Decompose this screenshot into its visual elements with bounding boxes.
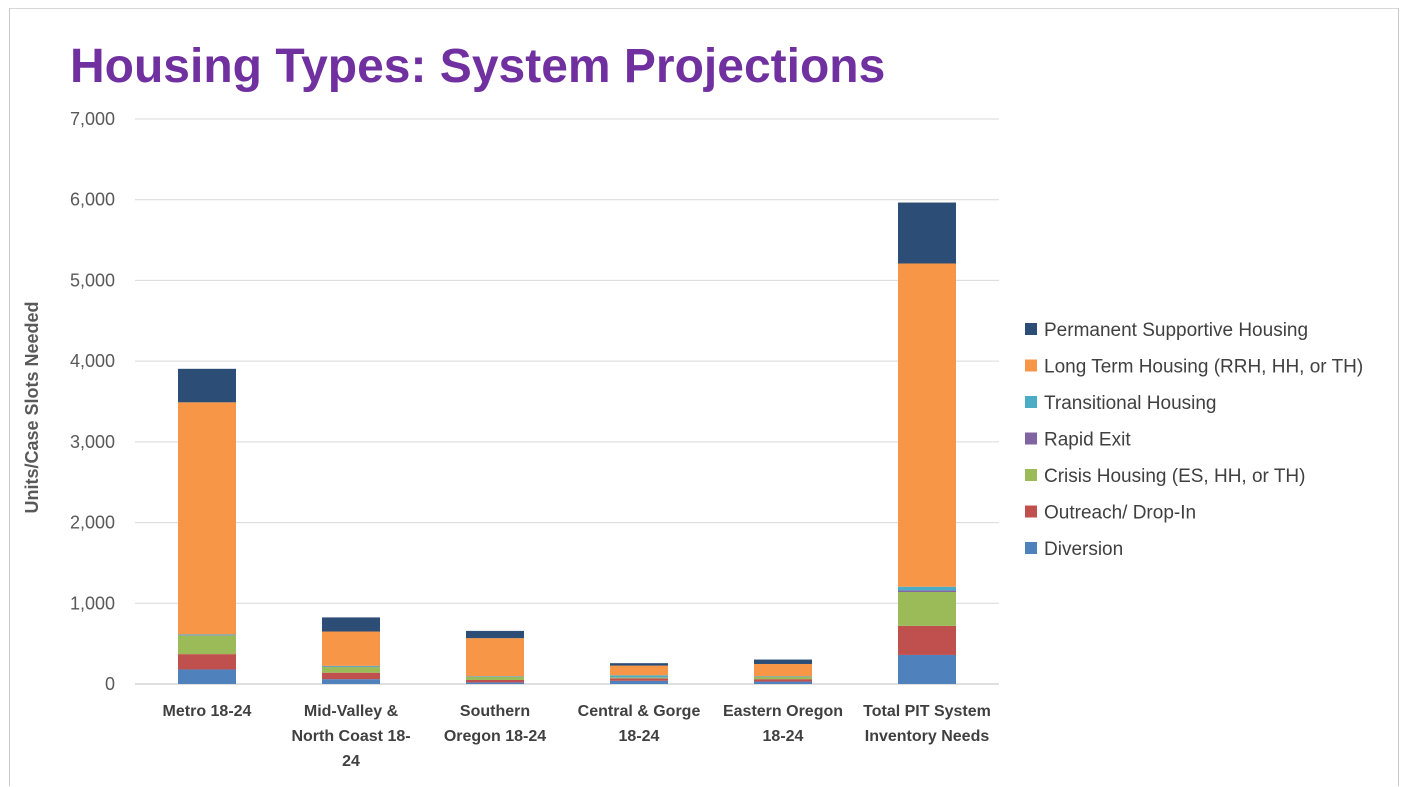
- bar-segment: [898, 591, 956, 626]
- legend-label: Diversion: [1044, 539, 1123, 560]
- bar-segment: [610, 663, 668, 666]
- x-tick-label: Southern: [460, 703, 530, 720]
- legend-swatch: [1025, 323, 1037, 335]
- x-tick-label: 18-24: [763, 728, 804, 745]
- bar-segment: [610, 677, 668, 679]
- bar-segment: [610, 665, 668, 676]
- bar-segment: [898, 590, 956, 592]
- bar-segment: [610, 680, 668, 684]
- legend-label: Crisis Housing (ES, HH, or TH): [1044, 466, 1305, 487]
- bar-segment: [754, 676, 812, 680]
- x-tick-label: Metro 18-24: [163, 703, 252, 720]
- x-tick-label: Central & Gorge: [578, 703, 701, 720]
- page-title: Housing Types: System Projections: [70, 40, 886, 93]
- bar-segment: [466, 638, 524, 677]
- bar-segment: [322, 679, 380, 684]
- bar-segment: [178, 635, 236, 655]
- bar-segment: [466, 682, 524, 684]
- bar-segment: [898, 263, 956, 587]
- bar-segment: [754, 679, 812, 682]
- bar-segment: [322, 672, 380, 680]
- legend-label: Transitional Housing: [1044, 393, 1217, 414]
- bar-segment: [898, 202, 956, 264]
- legend-label: Rapid Exit: [1044, 430, 1131, 451]
- legend: Permanent Supportive Housing Long Term Ho…: [1025, 320, 1363, 560]
- y-tick-label: 6,000: [70, 190, 115, 210]
- bar-segment: [322, 665, 380, 667]
- bar-segment: [322, 667, 380, 673]
- x-tick-label: 18-24: [619, 728, 660, 745]
- x-tick-label: Total PIT System: [863, 703, 991, 720]
- legend-swatch: [1025, 469, 1037, 481]
- slide: Housing Types: System Projections 0 1,000…: [9, 8, 1399, 786]
- y-tick-label: 5,000: [70, 270, 115, 290]
- y-tick-label: 3,000: [70, 432, 115, 452]
- x-tick-label: Eastern Oregon: [723, 703, 843, 720]
- bar-segment: [610, 675, 668, 678]
- y-axis-label: Units/Case Slots Needed: [22, 301, 42, 513]
- x-tick-label: Inventory Needs: [865, 728, 990, 745]
- legend-label: Long Term Housing (RRH, HH, or TH): [1044, 357, 1363, 378]
- bar-segment: [754, 663, 812, 677]
- bar-segment: [178, 654, 236, 670]
- stacked-bar-chart: 0 1,000 2,000 3,000 4,000 5,000 6,000 7,000 Unit…: [22, 109, 1363, 770]
- y-tick-label: 1,000: [70, 593, 115, 613]
- legend-swatch: [1025, 505, 1037, 518]
- bar-segment: [178, 669, 236, 684]
- x-tick-label: Oregon 18-24: [444, 728, 546, 745]
- bar-segment: [466, 676, 524, 680]
- bar-segment: [898, 625, 956, 655]
- bar-segment: [898, 586, 956, 591]
- bar-segment: [466, 679, 524, 683]
- x-tick-label: 24: [342, 753, 360, 770]
- legend-label: Permanent Supportive Housing: [1044, 320, 1308, 341]
- bar-segment: [178, 634, 236, 636]
- legend-swatch: [1025, 542, 1037, 554]
- y-tick-label: 2,000: [70, 513, 115, 533]
- legend-swatch: [1025, 432, 1037, 445]
- x-tick-label: North Coast 18-: [291, 728, 410, 745]
- y-tick-label: 4,000: [70, 351, 115, 371]
- bar-segment: [322, 617, 380, 632]
- gridlines: [135, 118, 999, 685]
- x-tick-label: Mid-Valley &: [304, 703, 399, 720]
- bar-segment: [898, 654, 956, 684]
- legend-swatch: [1025, 359, 1037, 372]
- bar-segment: [754, 659, 812, 664]
- axes: 0 1,000 2,000 3,000 4,000 5,000 6,000 7,000 Unit…: [22, 109, 991, 770]
- bar-segment: [322, 631, 380, 666]
- y-tick-label: 0: [105, 674, 115, 694]
- y-tick-label: 7,000: [70, 109, 115, 129]
- bar-segment: [178, 368, 236, 403]
- bar-segment: [754, 681, 812, 684]
- bar-segment: [610, 678, 668, 681]
- legend-swatch: [1025, 396, 1037, 408]
- bar-segment: [178, 402, 236, 635]
- bar-segment: [466, 630, 524, 639]
- legend-label: Outreach/ Drop-In: [1044, 503, 1196, 524]
- bars: [178, 202, 956, 684]
